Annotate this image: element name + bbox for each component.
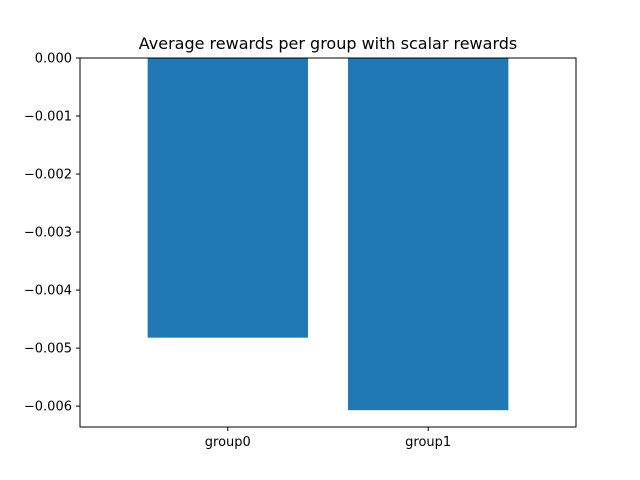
bars-layer — [147, 58, 509, 411]
axes-frame — [79, 57, 577, 428]
chart-title: Average rewards per group with scalar re… — [139, 34, 517, 53]
y-tick-label-1: −0.001 — [24, 110, 72, 125]
bar-group0 — [147, 58, 308, 338]
y-axis: 0.000 −0.001 −0.002 −0.003 −0.004 −0.005 −0.00… — [24, 52, 80, 415]
y-tick-label-2: −0.002 — [24, 168, 72, 183]
y-tick-label-3: −0.003 — [24, 226, 72, 241]
bar-group1 — [348, 58, 509, 411]
x-tick-label-group1: group1 — [405, 435, 451, 450]
y-tick-label-5: −0.005 — [24, 342, 72, 357]
x-tick-label-group0: group0 — [205, 435, 251, 450]
y-tick-label-6: −0.006 — [24, 400, 72, 415]
y-tick-label-4: −0.004 — [24, 284, 72, 299]
x-axis: group0 group1 — [205, 427, 451, 450]
y-tick-label-0: 0.000 — [35, 52, 72, 67]
